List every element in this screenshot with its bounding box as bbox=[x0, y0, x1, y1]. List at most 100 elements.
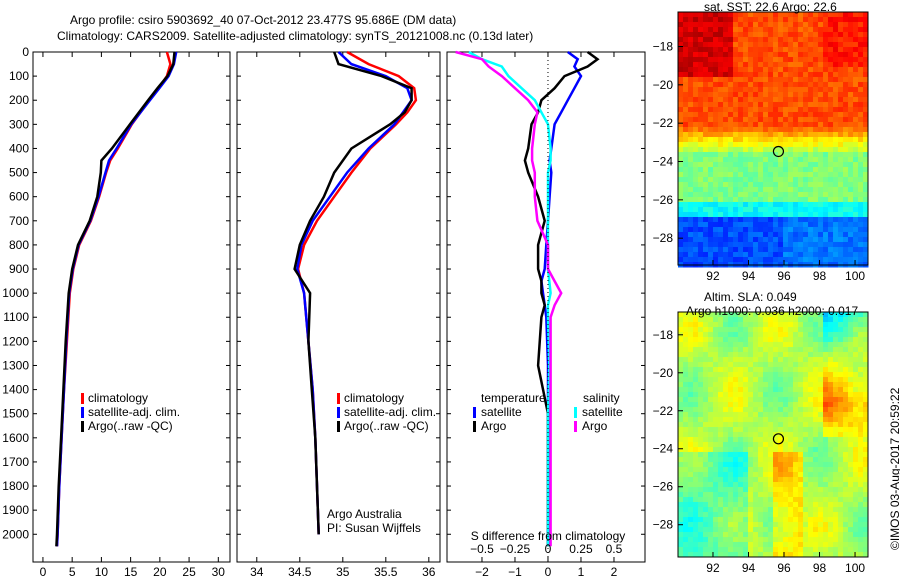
map-cell bbox=[838, 162, 844, 168]
map-cell bbox=[708, 82, 714, 88]
map-cell bbox=[713, 57, 719, 63]
map-cell bbox=[818, 527, 824, 533]
map-cell bbox=[763, 442, 769, 448]
map-cell bbox=[703, 47, 709, 53]
map-cell bbox=[713, 392, 719, 398]
map-cell bbox=[748, 137, 754, 143]
map-cell bbox=[733, 192, 739, 198]
map-cell bbox=[823, 122, 829, 128]
map-cell bbox=[683, 427, 689, 433]
map-cell bbox=[763, 127, 769, 133]
map-cell bbox=[763, 387, 769, 393]
map-cell bbox=[853, 97, 859, 103]
map-cell bbox=[798, 327, 804, 333]
map-cell bbox=[763, 467, 769, 473]
map-cell bbox=[833, 107, 839, 113]
map-cell bbox=[693, 547, 699, 553]
map-cell bbox=[808, 52, 814, 58]
map-cell bbox=[723, 217, 729, 223]
map-cell bbox=[803, 492, 809, 498]
map-cell bbox=[738, 142, 744, 148]
map-cell bbox=[733, 92, 739, 98]
map-cell bbox=[748, 207, 754, 213]
map-cell bbox=[748, 442, 754, 448]
map-cell bbox=[858, 222, 864, 228]
map-cell bbox=[783, 342, 789, 348]
map-cell bbox=[773, 327, 779, 333]
map-cell bbox=[728, 377, 734, 383]
map-cell bbox=[793, 492, 799, 498]
map-lon-label: 100 bbox=[845, 269, 865, 283]
map-cell bbox=[708, 327, 714, 333]
map-cell bbox=[793, 387, 799, 393]
map-cell bbox=[753, 412, 759, 418]
map-cell bbox=[713, 152, 719, 158]
map-cell bbox=[858, 162, 864, 168]
map-cell bbox=[708, 552, 714, 558]
map-cell bbox=[768, 357, 774, 363]
map-cell bbox=[698, 22, 704, 28]
map-cell bbox=[788, 322, 794, 328]
map-cell bbox=[693, 327, 699, 333]
map-cell bbox=[688, 92, 694, 98]
map-cell bbox=[753, 457, 759, 463]
map-cell bbox=[798, 37, 804, 43]
map-cell bbox=[828, 172, 834, 178]
legend-header: temperature bbox=[481, 391, 546, 405]
map-cell bbox=[753, 512, 759, 518]
map-cell bbox=[763, 312, 769, 318]
map-cell bbox=[738, 117, 744, 123]
map-cell bbox=[793, 422, 799, 428]
map-cell bbox=[743, 502, 749, 508]
map-cell bbox=[808, 167, 814, 173]
map-cell bbox=[853, 552, 859, 558]
map-cell bbox=[783, 327, 789, 333]
map-cell bbox=[778, 67, 784, 73]
map-cell bbox=[803, 552, 809, 558]
map-cell bbox=[703, 417, 709, 423]
map-cell bbox=[758, 502, 764, 508]
map-cell bbox=[858, 377, 864, 383]
map-cell bbox=[738, 432, 744, 438]
map-cell bbox=[818, 402, 824, 408]
map-cell bbox=[823, 237, 829, 243]
map-cell bbox=[738, 527, 744, 533]
map-cell bbox=[838, 522, 844, 528]
map-cell bbox=[828, 432, 834, 438]
map-cell bbox=[678, 537, 684, 543]
map-cell bbox=[793, 237, 799, 243]
map-cell bbox=[813, 432, 819, 438]
map-cell bbox=[863, 197, 869, 203]
map-cell bbox=[718, 422, 724, 428]
map-cell bbox=[758, 482, 764, 488]
map-cell bbox=[693, 237, 699, 243]
map-cell bbox=[733, 347, 739, 353]
map-cell bbox=[703, 92, 709, 98]
y-tick-label: 1100 bbox=[3, 310, 29, 324]
map-cell bbox=[753, 37, 759, 43]
map-cell bbox=[683, 182, 689, 188]
map-lat-label: −26 bbox=[653, 193, 674, 207]
map-cell bbox=[828, 367, 834, 373]
map-cell bbox=[773, 472, 779, 478]
map-cell bbox=[828, 102, 834, 108]
x-tick-label: 35 bbox=[336, 565, 350, 579]
map-cell bbox=[693, 397, 699, 403]
map-cell bbox=[778, 162, 784, 168]
map-cell bbox=[683, 352, 689, 358]
map-cell bbox=[778, 87, 784, 93]
map-cell bbox=[708, 387, 714, 393]
map-cell bbox=[773, 257, 779, 263]
map-cell bbox=[773, 342, 779, 348]
map-cell bbox=[833, 372, 839, 378]
map-cell bbox=[728, 217, 734, 223]
map-cell bbox=[848, 232, 854, 238]
map-cell bbox=[853, 372, 859, 378]
map-cell bbox=[828, 227, 834, 233]
map-cell bbox=[798, 27, 804, 33]
map-cell bbox=[833, 517, 839, 523]
map-cell bbox=[728, 332, 734, 338]
map-cell bbox=[823, 112, 829, 118]
y-tick-label: 600 bbox=[9, 190, 29, 204]
map-cell bbox=[728, 182, 734, 188]
